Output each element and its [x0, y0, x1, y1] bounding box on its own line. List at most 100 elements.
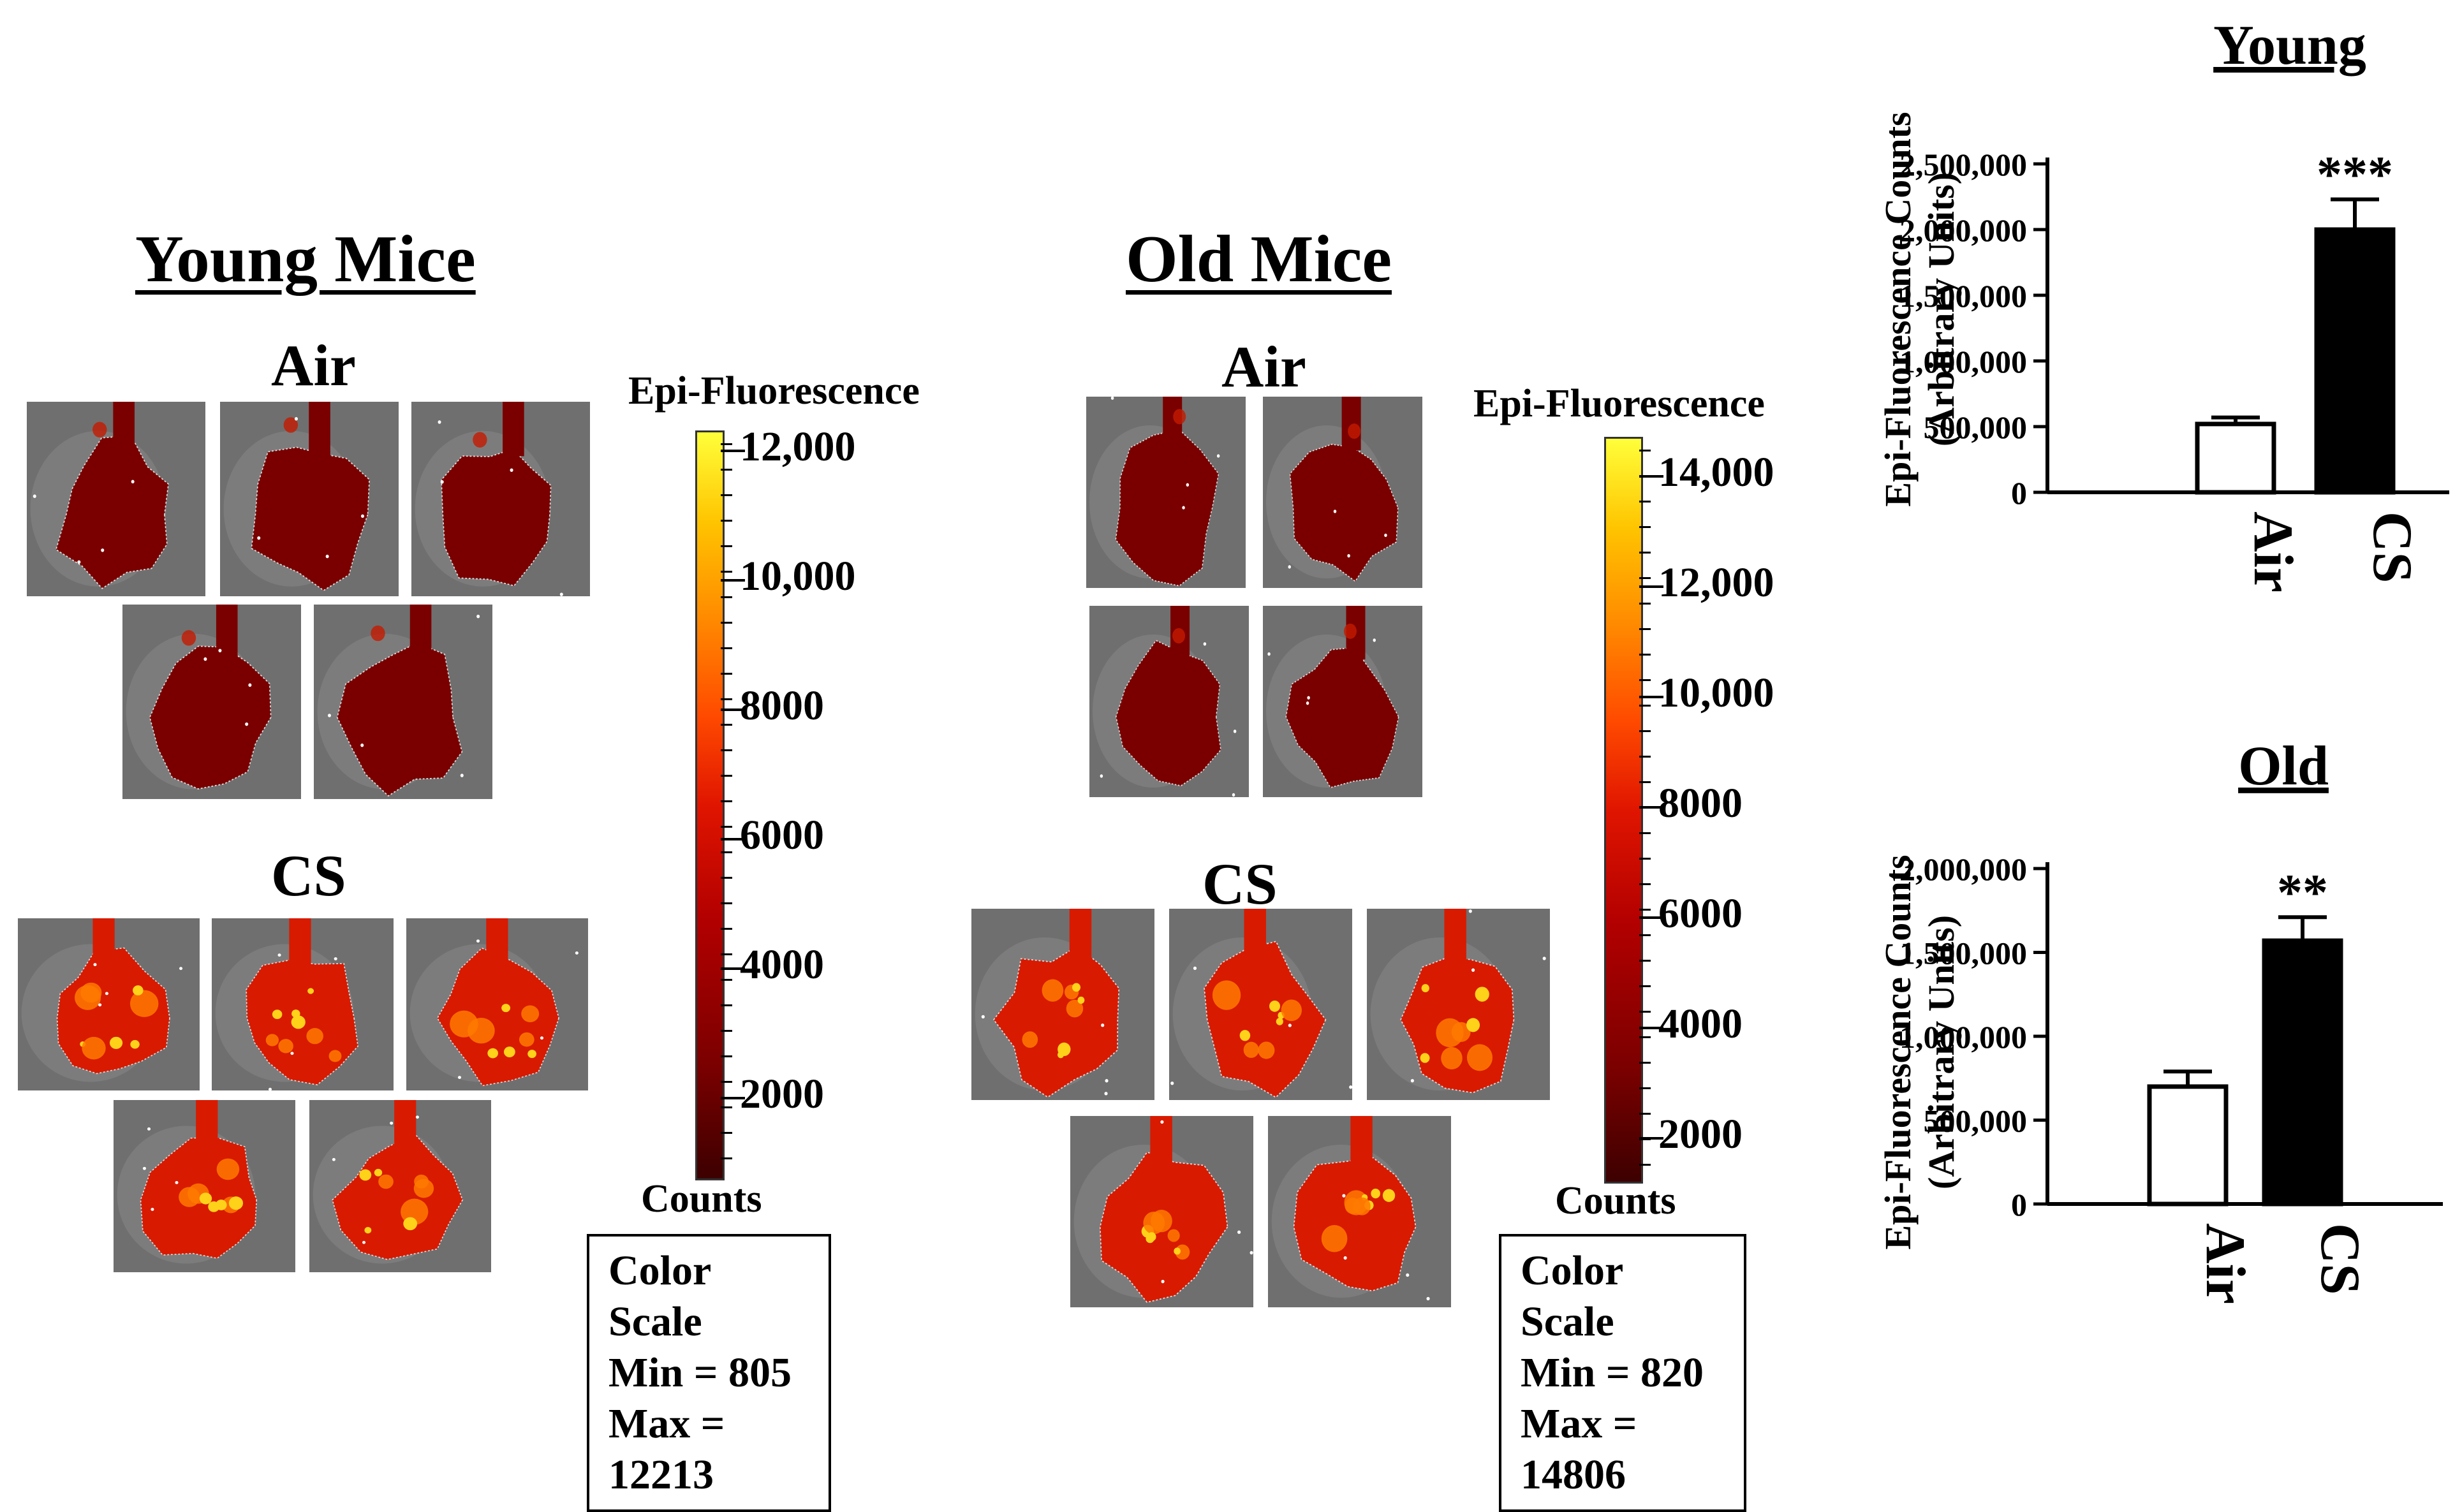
colorbar-minor-tick [1639, 1036, 1651, 1038]
young-scale-title: Epi-Fluorescence [628, 369, 920, 413]
colorbar-minor-tick [721, 1106, 732, 1108]
old-scale-title: Epi-Fluorescence [1473, 382, 1765, 425]
colorbar-minor-tick [721, 928, 732, 930]
colorbar-tick [721, 579, 745, 582]
color-scale-min: Min = 805 [608, 1349, 792, 1396]
colorbar-minor-tick [721, 979, 732, 981]
colorbar-minor-tick [721, 851, 732, 853]
colorbar-minor-tick [1639, 603, 1651, 605]
colorbar-minor-tick [1639, 552, 1651, 554]
colorbar-tick-label: 12,000 [1658, 559, 1774, 606]
colorbar-minor-tick [721, 800, 732, 802]
colorbar-minor-tick [721, 443, 732, 445]
young-color-scale-box: Color Scale Min = 805 Max = 12213 [587, 1234, 831, 1512]
y-axis-label-units: (Arbitrary Units) [1920, 915, 1962, 1189]
colorbar-tick [1639, 806, 1663, 809]
colorbar-minor-tick [1639, 730, 1651, 732]
colorbar-minor-tick [721, 902, 732, 904]
colorbar-minor-tick [721, 953, 732, 955]
colorbar-tick-label: 4000 [740, 941, 824, 988]
x-tick-label: Air [2194, 1223, 2256, 1304]
colorbar-minor-tick [721, 698, 732, 700]
colorbar-tick-label: 8000 [1658, 780, 1743, 826]
lung-image [27, 402, 205, 596]
colorbar-minor-tick [1639, 450, 1651, 451]
y-tick-label: 1,000,000 [1899, 344, 2027, 379]
colorbar-minor-tick [721, 1081, 732, 1083]
y-tick-label: 0 [2011, 1187, 2027, 1222]
colorbar-minor-tick [1639, 909, 1651, 911]
lung-image [1268, 1116, 1451, 1307]
lung-image [1086, 397, 1246, 588]
colorbar-tick-label: 6000 [1658, 890, 1743, 937]
colorbar-minor-tick [1639, 858, 1651, 860]
colorbar-minor-tick [721, 1030, 732, 1032]
lung-image [1169, 909, 1352, 1100]
y-tick-label: 1,000,000 [1899, 1019, 2027, 1055]
y-tick-label: 1,500,000 [1899, 278, 2027, 314]
colorbar-tick-label: 2000 [740, 1071, 824, 1117]
colorbar-minor-tick [721, 1157, 732, 1159]
lung-image [122, 605, 301, 799]
y-tick-label: 500,000 [1924, 409, 2028, 445]
bar-cs [2314, 227, 2396, 495]
lung-image [212, 918, 394, 1090]
color-scale-heading: Color Scale [608, 1247, 711, 1345]
colorbar-tick-label: 8000 [740, 682, 824, 729]
lung-image [406, 918, 588, 1090]
young-bar-chart: Young Epi-Fluorescence Counts (Arbitrary U… [1877, 15, 2449, 592]
significance-marker: ** [2277, 865, 2328, 921]
colorbar-tick [1639, 1027, 1663, 1029]
young-mice-title: Young Mice [135, 221, 476, 296]
colorbar-tick [1639, 1137, 1663, 1140]
chart-title: Young [2213, 15, 2366, 77]
colorbar-tick [1639, 475, 1663, 478]
colorbar-minor-tick [1639, 1113, 1651, 1115]
colorbar-minor-tick [1639, 526, 1651, 528]
colorbar-minor-tick [721, 622, 732, 624]
old-cs-label: CS [1202, 851, 1278, 916]
colorbar-minor-tick [1639, 832, 1651, 834]
colorbar-minor-tick [1639, 934, 1651, 936]
colorbar-tick-label: 12,000 [740, 423, 856, 470]
colorbar-minor-tick [721, 673, 732, 675]
old-colorbar [1604, 437, 1643, 1184]
colorbar-tick [721, 838, 745, 840]
color-scale-max: Max = 12213 [608, 1400, 725, 1498]
colorbar-tick-label: 2000 [1658, 1111, 1743, 1157]
young-air-label: Air [271, 333, 356, 398]
y-axis-label: Epi-Fluorescence Counts [1877, 855, 1919, 1249]
colorbar-minor-tick [1639, 756, 1651, 758]
y-tick-label: 2,000,000 [1899, 851, 2027, 887]
young-colorbar [695, 430, 725, 1180]
colorbar-tick [721, 708, 745, 711]
y-axis-label: Epi-Fluorescence Counts [1877, 112, 1919, 506]
colorbar-minor-tick [721, 724, 732, 726]
lung-image [1263, 606, 1422, 797]
old-mice-title: Old Mice [1126, 221, 1392, 296]
lung-image [1070, 1116, 1253, 1307]
colorbar-minor-tick [721, 775, 732, 777]
colorbar-minor-tick [1639, 475, 1651, 477]
lung-image [1263, 397, 1422, 588]
colorbar-minor-tick [1639, 1087, 1651, 1089]
colorbar-minor-tick [1639, 1164, 1651, 1166]
colorbar-minor-tick [1639, 654, 1651, 656]
colorbar-minor-tick [721, 877, 732, 879]
colorbar-tick-label: 14,000 [1658, 449, 1774, 495]
lung-image [971, 909, 1154, 1100]
colorbar-minor-tick [721, 469, 732, 471]
y-tick-label: 0 [2011, 475, 2027, 511]
colorbar-minor-tick [721, 749, 732, 751]
old-bar-chart: Old Epi-Fluorescence Counts (Arbitrary Uni… [1877, 735, 2443, 1304]
y-tick-label: 1,500,000 [1899, 936, 2027, 971]
y-axis-label-units: (Arbitrary Units) [1920, 172, 1962, 446]
x-tick-label: Air [2242, 511, 2304, 592]
lung-image [1367, 909, 1550, 1100]
old-color-scale-box: Color Scale Min = 820 Max = 14806 [1499, 1234, 1746, 1512]
colorbar-tick [721, 450, 745, 452]
colorbar-minor-tick [721, 826, 732, 828]
colorbar-minor-tick [1639, 781, 1651, 783]
colorbar-tick [721, 967, 745, 970]
colorbar-minor-tick [721, 596, 732, 598]
